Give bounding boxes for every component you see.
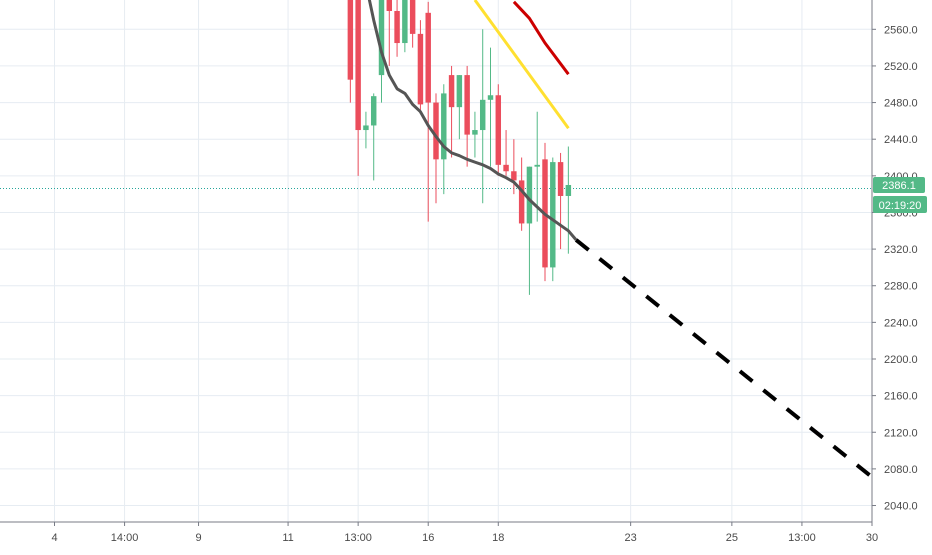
- x-axis-background: [0, 522, 932, 550]
- line-layer[interactable]: [366, 0, 874, 479]
- candle-body: [363, 125, 369, 131]
- y-tick-label: 2560.0: [884, 24, 918, 36]
- candle-down: [495, 84, 502, 176]
- x-tick-label: 4: [51, 532, 57, 544]
- candle-down: [448, 65, 455, 158]
- candle-down: [511, 139, 517, 195]
- candle-up: [565, 146, 572, 254]
- candle-body: [441, 93, 447, 160]
- red-line: [512, 0, 570, 76]
- candle-body: [425, 12, 431, 103]
- candle-layer[interactable]: [347, 0, 572, 295]
- candle-up: [456, 75, 463, 140]
- grid-layer: [0, 0, 873, 522]
- candle-down: [355, 0, 361, 176]
- candle-up: [402, 0, 408, 53]
- yellow-line: [473, 0, 570, 130]
- x-tick-label: 16: [422, 532, 434, 544]
- moving-average: [367, 0, 578, 241]
- candle-body: [565, 184, 572, 196]
- candle-body: [378, 0, 385, 76]
- candle-down: [433, 93, 439, 204]
- y-tick-label: 2480.0: [884, 98, 918, 110]
- candle-body: [409, 0, 416, 34]
- candle-body: [503, 164, 509, 172]
- candle-down: [518, 157, 525, 231]
- candle-down: [347, 0, 354, 103]
- candle-body: [417, 33, 424, 105]
- y-tick-label: 2080.0: [884, 464, 918, 476]
- y-tick-label: 2160.0: [884, 391, 918, 403]
- countdown-tag-box: [873, 196, 927, 213]
- candle-body: [448, 75, 455, 108]
- x-axis-labels[interactable]: 4 14:00 9 11 13:00 16 18 23 25 13:00 30: [51, 522, 878, 544]
- candle-body: [402, 0, 408, 44]
- y-tick-label: 2280.0: [884, 281, 918, 293]
- candle-body: [495, 95, 502, 165]
- x-tick-label: 13:00: [344, 532, 372, 544]
- price-tag-box: [873, 177, 925, 193]
- y-tick-label: 2120.0: [884, 427, 918, 439]
- x-tick-label: 11: [282, 532, 293, 544]
- candle-up: [441, 84, 447, 195]
- candle-body: [511, 171, 517, 181]
- candle-body: [534, 164, 540, 167]
- y-tick-label: 2320.0: [884, 244, 918, 256]
- x-tick-label: 9: [195, 532, 201, 544]
- candle-up: [472, 111, 478, 158]
- candle-body: [386, 0, 393, 11]
- candle-up: [479, 29, 486, 204]
- candle-body: [464, 75, 470, 135]
- candle-up: [378, 0, 385, 103]
- candle-body: [370, 96, 377, 126]
- y-tick-label: 2240.0: [884, 317, 918, 329]
- projection-line: [574, 238, 874, 479]
- y-tick-label: 2200.0: [884, 354, 918, 366]
- price-tags: 2386.1 02:19:20: [873, 177, 927, 213]
- candle-body: [518, 180, 525, 224]
- candle-up: [370, 93, 377, 181]
- candle-body: [355, 0, 361, 131]
- y-tick-label: 2520.0: [884, 61, 918, 73]
- candle-down: [409, 0, 416, 48]
- x-tick-label: 13:00: [788, 532, 816, 544]
- x-tick-label: 14:00: [111, 532, 139, 544]
- candle-down: [464, 65, 470, 167]
- y-axis-labels[interactable]: 2560.02520.02480.02440.02400.02360.02320…: [872, 24, 918, 513]
- candle-up: [526, 166, 533, 295]
- candle-up: [534, 111, 540, 222]
- candle-body: [557, 162, 564, 196]
- candle-body: [456, 75, 463, 108]
- countdown-tag-label: 02:19:20: [879, 200, 922, 212]
- candle-body: [550, 162, 556, 268]
- x-tick-label: 23: [625, 532, 637, 544]
- candle-body: [487, 95, 494, 100]
- x-tick-label: 25: [726, 532, 738, 544]
- candle-body: [472, 130, 478, 135]
- y-tick-label: 2440.0: [884, 134, 918, 146]
- candle-body: [347, 0, 354, 80]
- candle-down: [425, 1, 431, 222]
- y-tick-label: 2040.0: [884, 501, 918, 513]
- candle-down: [386, 0, 393, 66]
- candle-down: [503, 130, 509, 176]
- x-tick-label: 18: [492, 532, 504, 544]
- y-axis-background: [872, 0, 932, 550]
- candle-down: [417, 20, 424, 112]
- price-tag-label: 2386.1: [882, 180, 916, 192]
- candle-down: [557, 152, 564, 250]
- candle-down: [394, 0, 400, 57]
- candle-body: [433, 102, 439, 160]
- candle-up: [487, 47, 494, 167]
- x-tick-label: 30: [866, 532, 878, 544]
- candle-body: [394, 10, 400, 44]
- candle-body: [479, 99, 486, 131]
- candle-body: [526, 166, 533, 224]
- candle-up: [363, 111, 369, 149]
